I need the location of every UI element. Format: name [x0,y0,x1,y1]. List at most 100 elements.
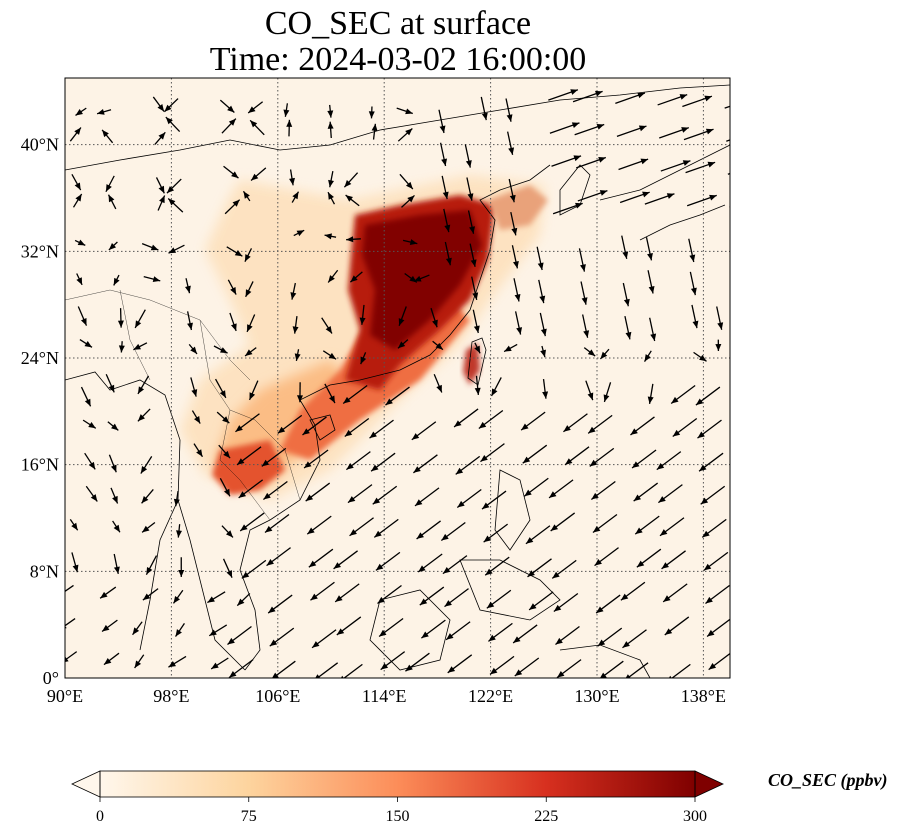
wind-arrow [266,547,291,567]
wind-arrow [701,518,727,538]
co-concentration-field [180,175,548,500]
colorbar-tick-label: 300 [683,808,707,825]
wind-arrow [577,189,608,202]
wind-arrow [483,523,509,543]
wind-arrow [716,306,724,330]
wind-arrow [305,482,331,502]
wind-arrow [587,414,613,434]
wind-arrow [334,583,360,603]
wind-arrow [693,351,707,362]
wind-arrow [176,524,182,538]
wind-arrow [117,308,124,328]
wind-arrow [636,548,662,568]
wind-arrow [140,456,153,474]
wind-arrow [340,663,363,678]
wind-arrow [513,278,521,302]
wind-arrow [481,490,507,510]
lat-tick-label: 40°N [21,135,59,155]
map-frame [64,77,731,679]
wind-arrow [548,479,574,499]
lat-tick-label: 8°N [30,561,59,581]
wind-arrow [69,518,79,531]
wind-arrow [227,279,237,295]
wind-arrow [656,451,682,471]
wind-arrow [615,92,646,104]
wind-arrow [542,378,549,399]
wind-arrow [360,352,367,365]
wind-arrow [142,588,159,601]
wind-arrow [659,517,685,537]
wind-arrow [599,660,624,678]
wind-arrow [512,624,538,644]
wind-arrow [242,190,251,202]
wind-arrow [291,191,300,203]
wind-arrow [137,408,151,422]
wind-arrow [708,652,730,671]
wind-arrow [538,279,546,304]
wind-arrow [74,239,86,246]
wind-arrow [649,317,657,342]
wind-arrow [733,273,739,296]
wind-arrow [539,312,547,337]
wind-arrow [527,558,552,578]
wind-arrow [219,99,235,113]
wind-arrow [660,160,691,172]
wind-arrow [110,487,119,504]
wind-arrow [442,555,468,575]
wind-arrow [624,315,632,340]
colorbar-tick-label: 225 [534,808,558,825]
wind-arrow [235,413,260,433]
wind-arrow [563,413,588,433]
wind-arrow [700,485,726,505]
wind-arrow [583,347,596,357]
wind-arrow [580,281,588,305]
wind-arrow [444,588,469,608]
wind-arrow [85,485,98,502]
wind-arrow [399,173,414,190]
colorbar-label: CO_SEC (ppbv) [768,770,888,790]
wind-arrow [553,592,579,612]
gridlines [65,78,730,678]
wind-arrow [644,193,675,205]
wind-arrow [397,127,413,142]
wind-arrow [244,248,253,262]
wind-arrow [370,452,396,472]
wind-arrow [510,211,518,236]
wind-arrow [474,375,481,396]
wind-arrow [438,109,446,134]
wind-arrow [167,198,184,213]
wind-arrow [514,311,523,335]
wind-arrow [643,350,652,362]
colorbar-extend-max [694,770,724,798]
wind-arrow [342,384,368,404]
wind-arrow [619,191,650,204]
wind-arrow [244,347,257,357]
wind-arrow [552,202,583,215]
wind-arrow [378,618,404,638]
wind-arrow [327,269,339,283]
wind-arrow [71,552,79,573]
wind-arrow [670,384,696,404]
wind-arrow [620,581,646,601]
wind-arrow [223,165,239,179]
wind-arrow [380,651,406,671]
wind-arrow [486,589,512,609]
wind-arrow [310,581,335,601]
colorbar-tick-label: 75 [241,808,257,825]
lon-tick-label: 122°E [468,686,513,706]
wind-arrow [174,622,185,637]
wind-arrow [456,488,482,508]
wind-arrow [80,386,92,407]
wind-arrow [377,584,402,604]
wind-arrow [630,416,655,436]
wind-arrow [152,96,165,112]
wind-arrow [112,520,121,533]
wind-arrow [634,515,660,535]
wind-arrow [397,339,409,349]
wind-arrow [292,316,299,334]
wind-arrow [550,512,576,532]
wind-arrow [616,125,647,138]
wind-arrow [590,480,616,500]
wind-arrow [540,345,546,358]
wind-arrow [168,655,187,668]
